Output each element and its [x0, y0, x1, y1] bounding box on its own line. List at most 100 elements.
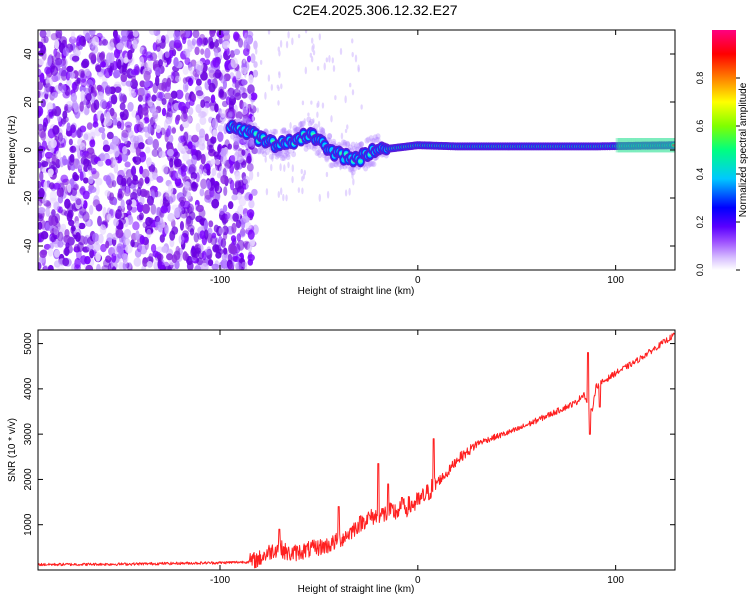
heatmap-noise-blob — [214, 182, 220, 192]
heatmap-sparse-dot — [245, 103, 249, 111]
heatmap-sparse-dot — [291, 164, 295, 173]
heatmap-noise-blob — [220, 75, 226, 84]
heatmap-noise-blob — [231, 222, 237, 234]
heatmap-noise-blob — [64, 246, 70, 257]
heatmap-noise-blob — [224, 108, 233, 119]
heatmap-band-fill — [665, 138, 670, 153]
heatmap-noise-blob — [249, 170, 254, 181]
heatmap-noise-blob — [241, 92, 248, 99]
heatmap-band-fill — [641, 138, 646, 153]
heatmap-noise-blob — [217, 131, 222, 143]
heatmap-noise-blob — [208, 36, 214, 47]
snr-ytick-label: 1000 — [23, 513, 34, 536]
heatmap-noise-blob — [148, 30, 157, 36]
heatmap-ridge-halo — [365, 162, 371, 169]
heatmap-ridge-halo — [327, 133, 333, 140]
heatmap-noise-blob — [38, 180, 42, 189]
heatmap-noise-blob — [99, 224, 107, 235]
heatmap-sparse-dot — [351, 38, 354, 44]
heatmap-noise-blob — [175, 170, 182, 180]
heatmap-noise-blob — [253, 40, 258, 50]
colorbar-tick-label: 0.8 — [695, 72, 705, 85]
heatmap-noise-blob — [182, 65, 189, 75]
heatmap-sparse-dot — [277, 190, 280, 198]
heatmap-noise-blob — [106, 213, 112, 221]
heatmap-band-fill — [671, 138, 675, 153]
heatmap-noise-blob — [248, 199, 255, 209]
heatmap-noise-blob — [88, 186, 97, 193]
heatmap-noise-blob — [127, 101, 134, 112]
heatmap-noise-blob — [206, 138, 215, 148]
heatmap-noise-blob — [130, 199, 137, 208]
heatmap-sparse-dot — [346, 124, 349, 130]
heatmap-ridge-halo — [256, 147, 262, 154]
heatmap-ridge-halo — [286, 129, 292, 136]
heatmap-sparse-dot — [328, 55, 331, 63]
heatmap-noise-blob — [148, 164, 156, 173]
heatmap-noise-blob — [170, 70, 176, 80]
heatmap-ridge-halo — [234, 137, 240, 144]
heatmap-noise-blob — [212, 57, 220, 68]
heatmap-noise-blob — [117, 193, 123, 201]
heatmap-sparse-dot — [304, 66, 308, 75]
heatmap-noise-blob — [75, 198, 82, 206]
heatmap-noise-blob — [88, 52, 96, 61]
heatmap-noise-blob — [155, 97, 162, 107]
heatmap-noise-blob — [152, 138, 160, 150]
heatmap-noise-blob — [229, 244, 237, 255]
heatmap-noise-blob — [43, 180, 48, 192]
snr-ytick-label: 5000 — [23, 332, 34, 355]
heatmap-sparse-dot — [285, 194, 288, 202]
heatmap-noise-blob — [112, 117, 118, 126]
heatmap-noise-blob — [67, 104, 72, 111]
heatmap-noise-blob — [212, 129, 218, 138]
heatmap-noise-blob — [139, 195, 145, 206]
heatmap-noise-blob — [38, 150, 43, 162]
heatmap-band-fill — [639, 138, 644, 153]
heatmap-noise-blob — [190, 172, 198, 180]
heatmap-noise-blob — [157, 49, 163, 61]
heatmap-noise-blob — [233, 48, 241, 56]
heatmap-sparse-dot — [311, 45, 314, 53]
heatmap-noise-blob — [107, 65, 113, 74]
heatmap-noise-blob — [64, 229, 70, 238]
heatmap-ridge-halo — [284, 149, 290, 156]
heatmap-noise-blob — [46, 30, 51, 38]
heatmap-noise-blob — [230, 235, 237, 243]
heatmap-sparse-dot — [344, 189, 348, 197]
heatmap-noise-blob — [70, 187, 78, 197]
heatmap-noise-blob — [145, 93, 151, 101]
heatmap-noise-blob — [77, 241, 84, 253]
heatmap-sparse-dot — [352, 178, 355, 186]
heatmap-noise-blob — [199, 188, 205, 197]
heatmap-sparse-dot — [316, 66, 320, 71]
heatmap-sparse-dot — [357, 64, 360, 71]
heatmap-ridge-halo — [259, 148, 265, 155]
heatmap-noise-blob — [38, 207, 46, 214]
heatmap-noise-blob — [200, 71, 208, 81]
heatmap-noise-blob — [203, 96, 211, 104]
heatmap-noise-blob — [167, 212, 175, 222]
heatmap-noise-blob — [40, 231, 49, 240]
heatmap-noise-blob — [195, 204, 204, 213]
heatmap-noise-blob — [231, 194, 238, 201]
heatmap-noise-blob — [43, 84, 51, 95]
heatmap-noise-blob — [47, 264, 54, 270]
heatmap-ridge-halo — [242, 140, 248, 147]
snr-plot-area — [38, 330, 675, 570]
heatmap-noise-blob — [197, 110, 206, 119]
heatmap-noise-blob — [199, 111, 207, 118]
heatmap-noise-blob — [189, 99, 195, 107]
heatmap-ridge-halo — [273, 128, 279, 135]
heatmap-sparse-dot — [330, 115, 333, 123]
heatmap-noise-blob — [79, 142, 86, 151]
heatmap-noise-blob — [195, 104, 202, 114]
heatmap-ridge-halo — [368, 135, 374, 142]
heatmap-noise-blob — [161, 81, 168, 92]
heatmap-noise-blob — [71, 55, 80, 62]
heatmap-ridge-halo — [371, 161, 377, 168]
heatmap-sparse-dot — [277, 100, 280, 106]
heatmap-noise-blob — [245, 155, 252, 164]
heatmap-sparse-dot — [351, 89, 355, 96]
heatmap-noise-blob — [85, 152, 93, 159]
